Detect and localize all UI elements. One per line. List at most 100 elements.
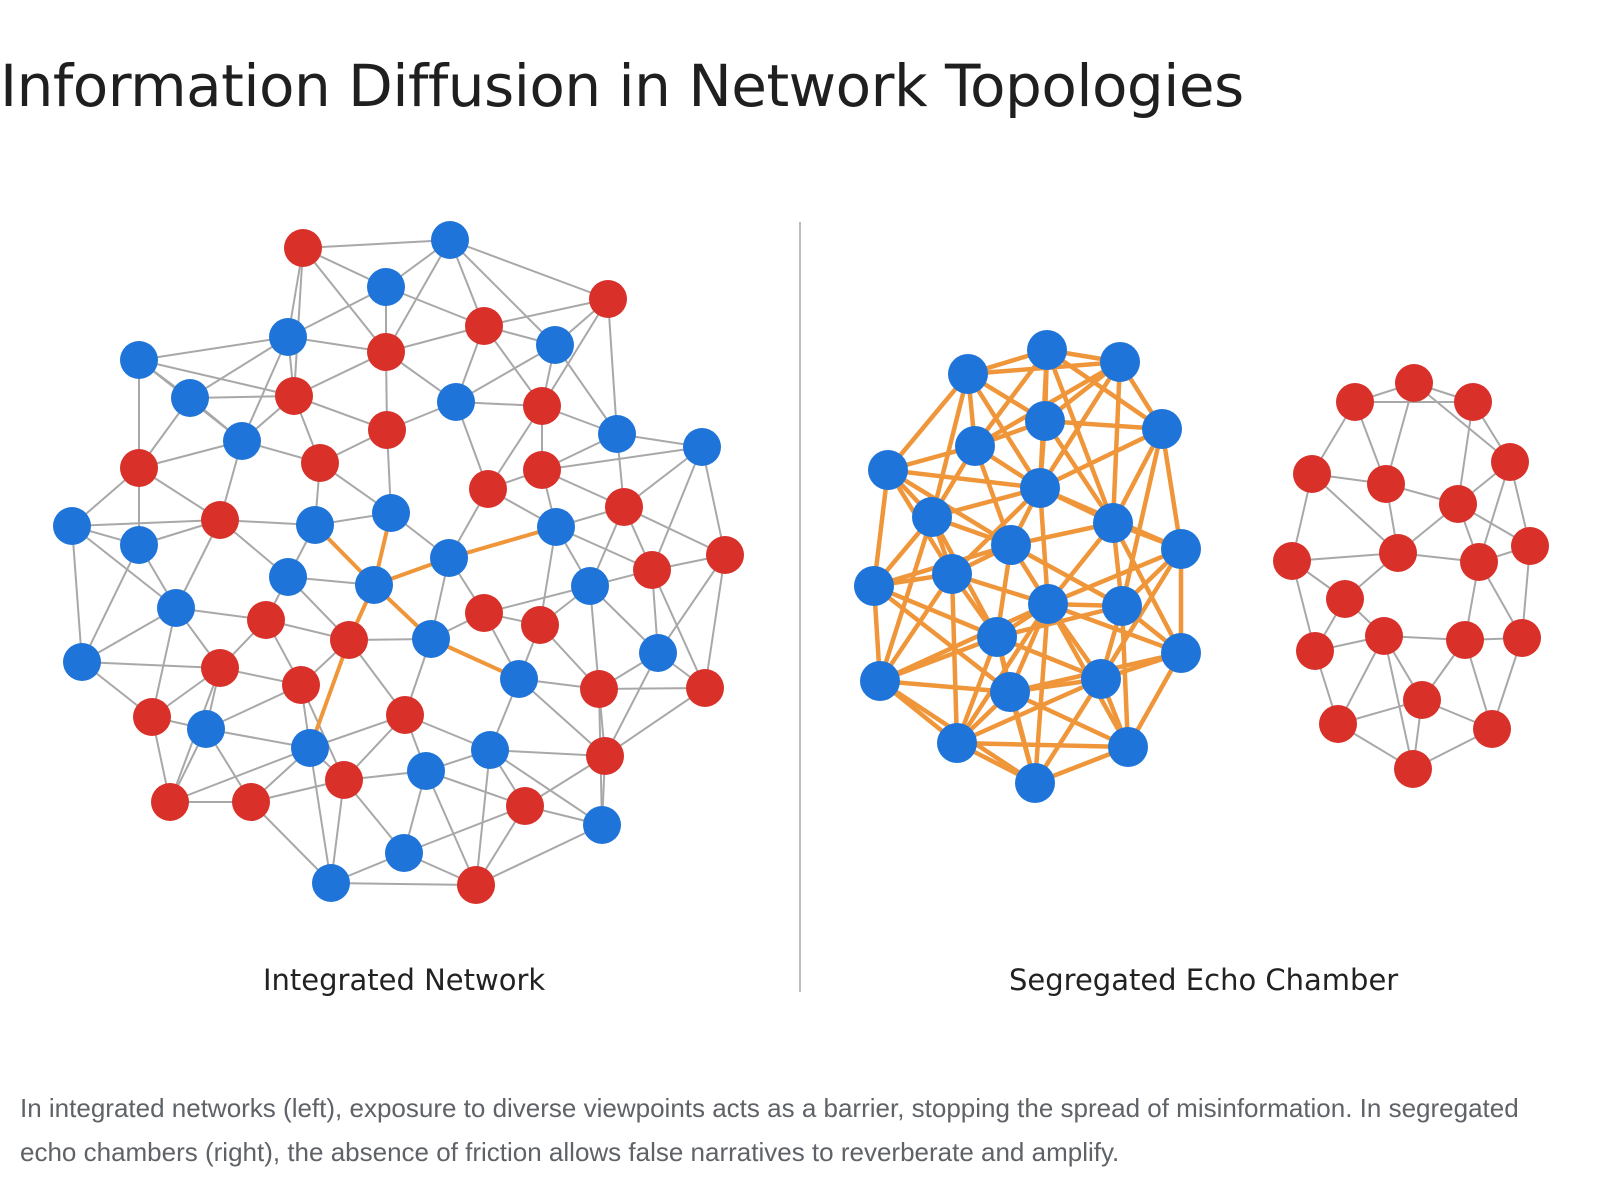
integrated-red-node: [151, 783, 189, 821]
page-title: Information Diffusion in Network Topolog…: [0, 52, 1244, 120]
integrated-blue-node: [269, 558, 307, 596]
red-cluster-red-node: [1319, 705, 1357, 743]
integrated-edge: [309, 747, 332, 884]
echo-chamber-blue-node: [1100, 342, 1140, 382]
red-cluster-red-node: [1454, 383, 1492, 421]
integrated-red-node: [386, 696, 424, 734]
integrated-red-node: [586, 737, 624, 775]
echo-chamber-blue-node: [1025, 401, 1065, 441]
integrated-edge: [489, 749, 606, 757]
echo-chamber-blue-node: [1028, 584, 1068, 624]
integrated-red-node: [330, 621, 368, 659]
integrated-edge: [541, 446, 703, 471]
integrated-edge: [425, 770, 477, 886]
integrated-edge: [483, 298, 609, 327]
red-cluster-red-node: [1326, 580, 1364, 618]
integrated-red-node: [367, 333, 405, 371]
integrated-edge: [704, 554, 726, 689]
integrated-red-node: [580, 670, 618, 708]
integrated-edge: [71, 525, 83, 663]
echo-chamber-edge: [871, 583, 1000, 640]
integrated-blue-node: [598, 415, 636, 453]
integrated-red-node: [523, 451, 561, 489]
echo-chamber-blue-node: [1102, 586, 1142, 626]
integrated-edge: [489, 749, 603, 826]
echo-chamber-blue-node: [1020, 468, 1060, 508]
figure-caption: In integrated networks (left), exposure …: [20, 1093, 1519, 1167]
integrated-edge: [657, 554, 726, 654]
echo-chamber-edge: [1045, 546, 1184, 607]
spread-edge: [308, 638, 351, 750]
echo-chamber-blue-node: [1081, 659, 1121, 699]
integrated-red-node: [457, 866, 495, 904]
echo-chamber-edge: [949, 571, 960, 746]
integrated-red-node: [506, 787, 544, 825]
echo-chamber-edge: [929, 371, 971, 520]
integrated-edge: [385, 239, 451, 353]
echo-chamber-edge: [877, 601, 1051, 684]
integrated-blue-node: [63, 643, 101, 681]
integrated-edge: [302, 247, 387, 353]
integrated-edge: [449, 239, 609, 300]
echo-chamber-blue-node: [860, 661, 900, 701]
integrated-red-node: [201, 501, 239, 539]
echo-chamber-blue-node: [912, 497, 952, 537]
echo-chamber-edge: [1044, 347, 1116, 526]
echo-chamber-edge: [954, 740, 1131, 750]
echo-chamber-blue-node: [948, 354, 988, 394]
echo-chamber-edge: [1119, 603, 1131, 750]
red-cluster-red-node: [1365, 617, 1403, 655]
echo-chamber-edge: [1007, 689, 1131, 750]
integrated-red-node: [633, 551, 671, 589]
integrated-red-node: [301, 444, 339, 482]
red-cluster-red-node: [1367, 465, 1405, 503]
integrated-red-node: [465, 594, 503, 632]
integrated-edge: [189, 336, 289, 399]
integrated-blue-node: [120, 341, 158, 379]
echo-chamber-edge: [1110, 359, 1123, 526]
integrated-edge: [81, 661, 221, 669]
integrated-blue-node: [500, 660, 538, 698]
echo-chamber-blue-node: [1161, 529, 1201, 569]
echo-chamber-edge: [1045, 601, 1184, 656]
integrated-edge: [475, 749, 491, 886]
integrated-blue-node: [296, 506, 334, 544]
integrated-edge: [604, 652, 659, 757]
echo-chamber-blue-node: [1015, 763, 1055, 803]
red-cluster-red-node: [1394, 750, 1432, 788]
integrated-blue-node: [269, 318, 307, 356]
integrated-blue-node: [683, 428, 721, 466]
integrated-edge: [518, 678, 606, 757]
echo-chamber-edge: [871, 583, 1013, 695]
echo-chamber-edge: [954, 676, 1104, 746]
echo-chamber-blue-node: [1027, 330, 1067, 370]
echo-chamber-blue-node: [854, 566, 894, 606]
integrated-red-node: [247, 601, 285, 639]
integrated-edge: [541, 298, 609, 407]
red-cluster-red-node: [1293, 455, 1331, 493]
echo-chamber-edge: [1037, 426, 1165, 491]
red-cluster-red-node: [1491, 443, 1529, 481]
echo-chamber-blue-node: [1108, 727, 1148, 767]
echo-chamber-edge: [1159, 426, 1184, 552]
integrated-blue-node: [407, 752, 445, 790]
echo-chamber-edge: [1119, 426, 1165, 609]
integrated-edge: [455, 344, 556, 403]
integrated-edge: [330, 882, 477, 886]
integrated-blue-node: [412, 620, 450, 658]
red-cluster-edge: [1311, 473, 1399, 554]
echo-chamber-blue-node: [868, 450, 908, 490]
integrated-edge: [138, 336, 289, 361]
integrated-blue-node: [355, 566, 393, 604]
integrated-red-node: [706, 536, 744, 574]
echo-chamber-edge: [1008, 542, 1125, 609]
red-cluster-red-node: [1273, 542, 1311, 580]
red-cluster-red-node: [1473, 710, 1511, 748]
echo-chamber-blue-node: [1142, 409, 1182, 449]
integrated-edge: [475, 824, 603, 886]
integrated-edge: [449, 239, 556, 346]
integrated-edge: [71, 525, 177, 609]
integrated-blue-node: [223, 422, 261, 460]
integrated-blue-node: [537, 508, 575, 546]
echo-chamber-edge: [877, 514, 935, 684]
